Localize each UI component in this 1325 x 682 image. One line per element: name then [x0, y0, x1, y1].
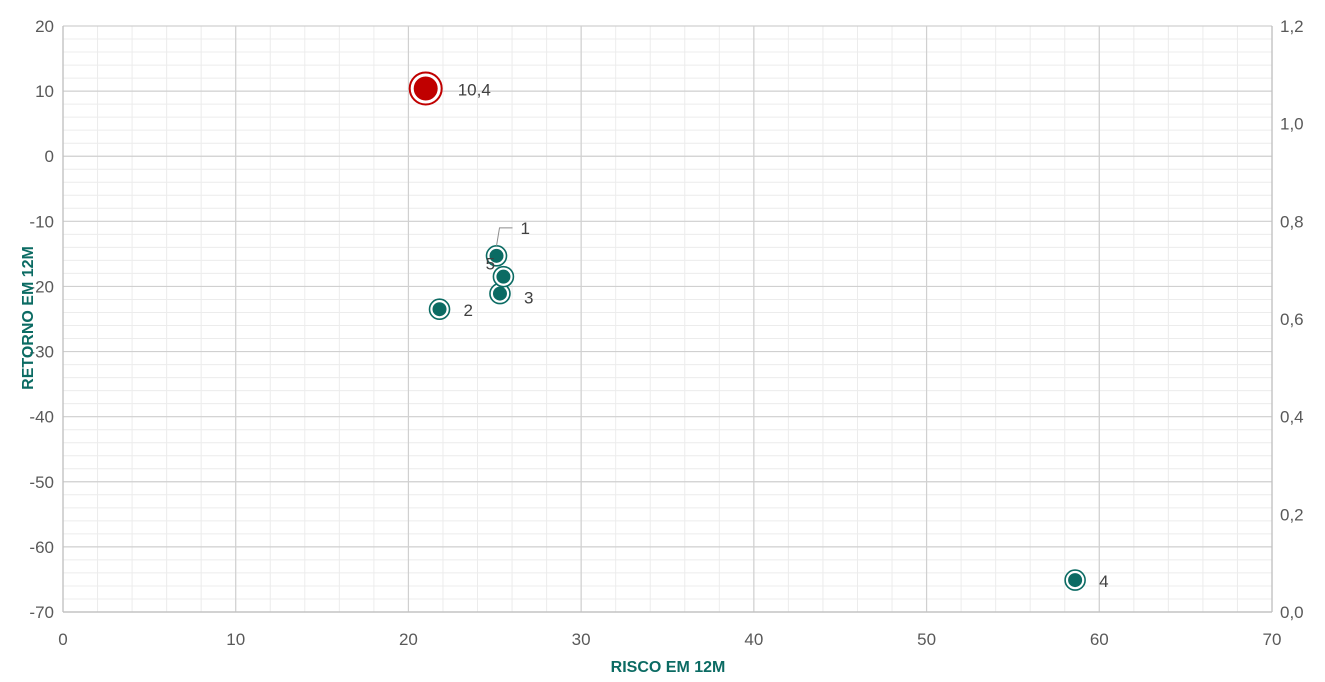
x-tick-label: 70: [1263, 630, 1282, 649]
major-gridlines: [62, 25, 1273, 613]
tick-labels: 0 10 20 30 40 50 60 70 -70 -60 -50 -40 -30 -20 -10 0 10 2…: [29, 17, 1303, 649]
x-tick-label: 0: [58, 630, 67, 649]
y2-tick-label: 0,0: [1280, 603, 1304, 622]
y-tick-label: -50: [29, 473, 54, 492]
y2-tick-label: 0,4: [1280, 408, 1304, 427]
y-tick-label: 0: [45, 147, 54, 166]
data-label: 4: [1099, 572, 1108, 591]
x-tick-label: 10: [226, 630, 245, 649]
y-tick-label: -30: [29, 343, 54, 362]
y-tick-label: 20: [35, 17, 54, 36]
y-tick-label: 10: [35, 82, 54, 101]
y-tick-label: -60: [29, 538, 54, 557]
leader-line: [496, 227, 513, 246]
data-point: [1068, 573, 1083, 588]
axes: [62, 26, 1273, 613]
y2-tick-label: 0,8: [1280, 212, 1304, 231]
y2-tick-label: 1,2: [1280, 17, 1304, 36]
y-tick-label: -20: [29, 277, 54, 296]
data-point: [489, 248, 504, 263]
x-axis-title: RISCO EM 12M: [611, 659, 726, 676]
x-tick-label: 40: [744, 630, 763, 649]
data-point: [492, 286, 507, 301]
data-point: [496, 269, 511, 284]
y2-tick-label: 1,0: [1280, 115, 1304, 134]
minor-gridlines: [62, 25, 1273, 613]
x-tick-label: 50: [917, 630, 936, 649]
data-label: 10,4: [458, 81, 491, 100]
data-label: 5: [486, 255, 495, 274]
x-tick-label: 30: [572, 630, 591, 649]
data-label: 3: [524, 289, 533, 308]
y2-tick-label: 0,6: [1280, 310, 1304, 329]
x-tick-label: 20: [399, 630, 418, 649]
y-tick-label: -10: [29, 212, 54, 231]
data-label: 1: [521, 219, 530, 238]
y-tick-label: -40: [29, 408, 54, 427]
y2-tick-label: 0,2: [1280, 505, 1304, 524]
data-point: [432, 302, 447, 317]
x-tick-label: 60: [1090, 630, 1109, 649]
y-tick-label: -70: [29, 603, 54, 622]
data-points: [408, 71, 1086, 591]
highlight-point: [413, 76, 438, 101]
data-labels: 10,4 1 2 3 4 5: [458, 81, 1109, 592]
data-label: 2: [464, 301, 473, 320]
y-axis-title: RETORNO EM 12M: [20, 246, 37, 390]
